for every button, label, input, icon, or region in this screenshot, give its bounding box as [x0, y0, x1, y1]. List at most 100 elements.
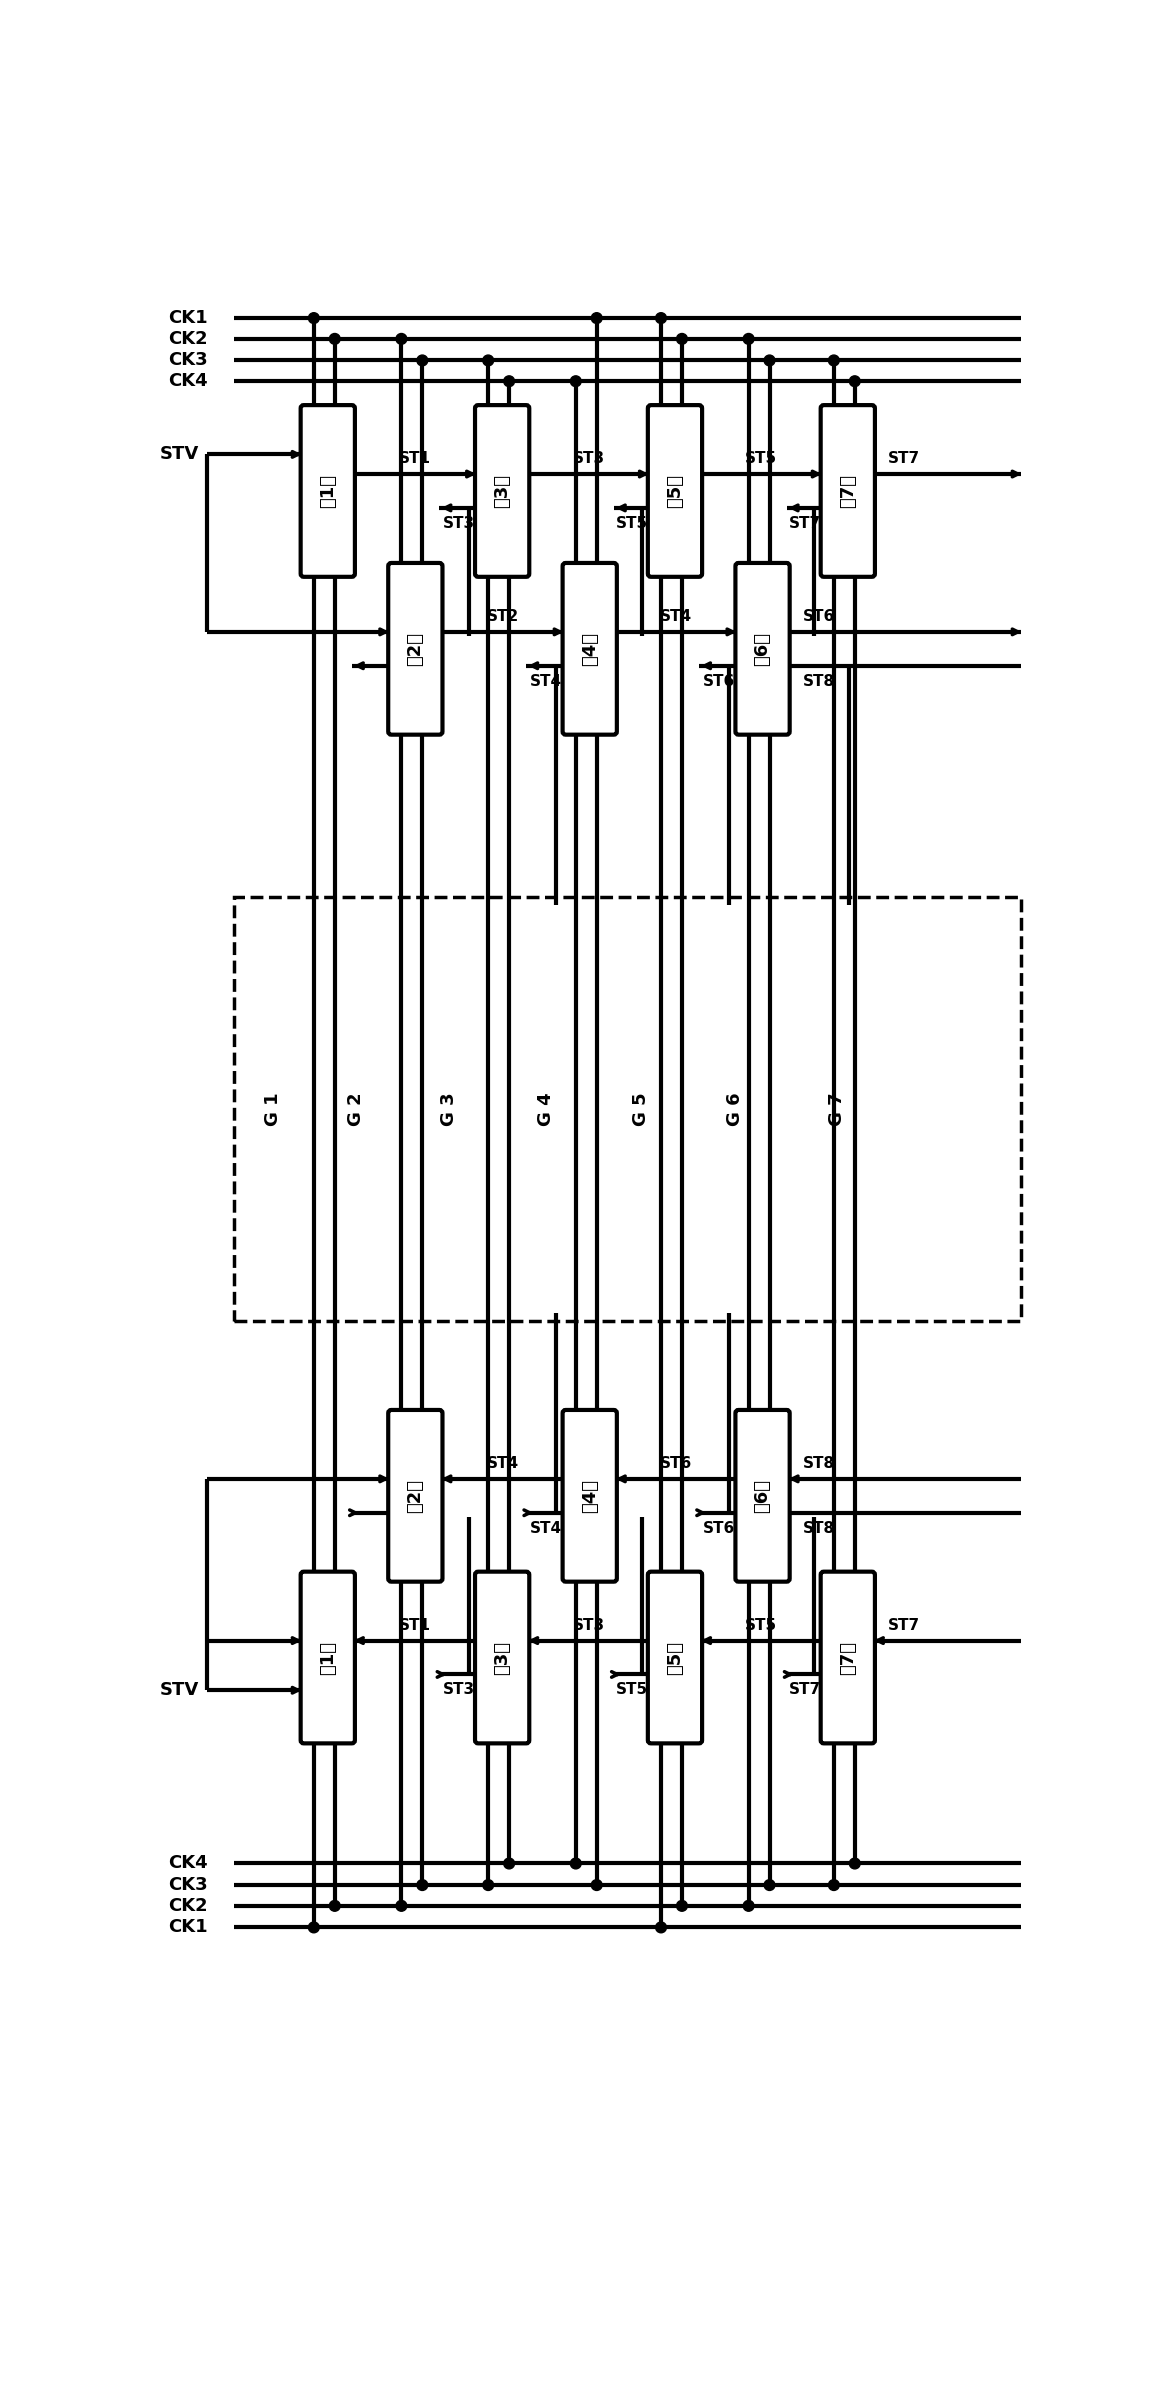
Circle shape — [764, 356, 775, 366]
FancyBboxPatch shape — [388, 1411, 443, 1581]
Text: 第5级: 第5级 — [666, 474, 684, 508]
FancyBboxPatch shape — [648, 1572, 702, 1743]
Text: G 6: G 6 — [727, 1093, 744, 1126]
Text: ST3: ST3 — [573, 450, 605, 467]
Circle shape — [308, 313, 319, 323]
FancyBboxPatch shape — [821, 404, 875, 578]
Circle shape — [591, 1880, 603, 1889]
Text: ST7: ST7 — [888, 450, 920, 467]
Circle shape — [677, 335, 687, 344]
Text: G 4: G 4 — [538, 1093, 555, 1126]
Circle shape — [850, 1858, 860, 1868]
Text: ST4: ST4 — [530, 1521, 562, 1536]
Circle shape — [850, 375, 860, 388]
Text: 第7级: 第7级 — [839, 1642, 857, 1675]
Text: 第2级: 第2级 — [407, 631, 424, 667]
Text: ST2: ST2 — [487, 609, 519, 623]
FancyBboxPatch shape — [562, 563, 617, 734]
Text: 第4级: 第4级 — [581, 631, 599, 667]
Text: CK2: CK2 — [168, 1897, 207, 1916]
Text: ST8: ST8 — [803, 674, 836, 688]
Circle shape — [417, 356, 428, 366]
Circle shape — [329, 335, 341, 344]
Text: G 2: G 2 — [347, 1093, 365, 1126]
Text: 第1级: 第1级 — [319, 474, 337, 508]
Circle shape — [570, 375, 581, 388]
Text: CK3: CK3 — [168, 351, 207, 368]
Circle shape — [396, 1902, 407, 1911]
Circle shape — [829, 356, 839, 366]
FancyBboxPatch shape — [475, 1572, 530, 1743]
Text: ST3: ST3 — [573, 1618, 605, 1632]
FancyBboxPatch shape — [821, 1572, 875, 1743]
Circle shape — [417, 1880, 428, 1889]
Circle shape — [591, 313, 603, 323]
Text: CK1: CK1 — [168, 1918, 207, 1935]
Text: 第6级: 第6级 — [753, 1478, 772, 1514]
Text: 第6级: 第6级 — [753, 631, 772, 667]
Text: 第1级: 第1级 — [319, 1642, 337, 1675]
Text: 第2级: 第2级 — [407, 1478, 424, 1514]
Bar — [234, 898, 1021, 1321]
Circle shape — [677, 1902, 687, 1911]
Text: STV: STV — [160, 445, 199, 465]
Text: 第3级: 第3级 — [493, 474, 511, 508]
Circle shape — [504, 375, 515, 388]
Text: CK2: CK2 — [168, 330, 207, 349]
Text: ST7: ST7 — [789, 1682, 822, 1697]
Circle shape — [656, 1923, 666, 1933]
Text: ST8: ST8 — [803, 1521, 836, 1536]
Text: 第7级: 第7级 — [839, 474, 857, 508]
Circle shape — [308, 1923, 319, 1933]
Text: ST7: ST7 — [789, 515, 822, 532]
Text: ST6: ST6 — [702, 674, 735, 688]
FancyBboxPatch shape — [475, 404, 530, 578]
Text: CK3: CK3 — [168, 1875, 207, 1894]
Text: ST5: ST5 — [617, 1682, 648, 1697]
Text: ST7: ST7 — [888, 1618, 920, 1632]
Text: ST5: ST5 — [617, 515, 648, 532]
FancyBboxPatch shape — [562, 1411, 617, 1581]
Text: 第4级: 第4级 — [581, 1478, 599, 1514]
Text: CK4: CK4 — [168, 1853, 207, 1873]
Text: CK4: CK4 — [168, 373, 207, 390]
Text: ST4: ST4 — [661, 609, 692, 623]
FancyBboxPatch shape — [736, 563, 789, 734]
Circle shape — [570, 1858, 581, 1868]
Circle shape — [743, 335, 755, 344]
Circle shape — [483, 356, 494, 366]
FancyBboxPatch shape — [300, 1572, 355, 1743]
Text: ST1: ST1 — [399, 450, 431, 467]
Text: 第3级: 第3级 — [493, 1642, 511, 1675]
FancyBboxPatch shape — [300, 404, 355, 578]
Text: ST6: ST6 — [659, 1456, 692, 1471]
FancyBboxPatch shape — [648, 404, 702, 578]
Text: G 3: G 3 — [439, 1093, 458, 1126]
Text: ST4: ST4 — [530, 674, 562, 688]
Text: G 7: G 7 — [828, 1093, 846, 1126]
Text: ST1: ST1 — [399, 1618, 431, 1632]
Circle shape — [504, 1858, 515, 1868]
Text: ST3: ST3 — [443, 515, 475, 532]
Circle shape — [329, 1902, 341, 1911]
Text: ST4: ST4 — [487, 1456, 518, 1471]
Text: G 1: G 1 — [264, 1093, 282, 1126]
FancyBboxPatch shape — [736, 1411, 789, 1581]
Text: G 5: G 5 — [632, 1093, 650, 1126]
Text: STV: STV — [160, 1680, 199, 1699]
Text: ST6: ST6 — [702, 1521, 735, 1536]
Text: 第5级: 第5级 — [666, 1642, 684, 1675]
Text: CK1: CK1 — [168, 308, 207, 327]
FancyBboxPatch shape — [388, 563, 443, 734]
Circle shape — [396, 335, 407, 344]
Circle shape — [656, 313, 666, 323]
Text: ST3: ST3 — [443, 1682, 475, 1697]
Circle shape — [483, 1880, 494, 1889]
Text: ST5: ST5 — [745, 1618, 778, 1632]
Text: ST6: ST6 — [803, 609, 836, 623]
Text: ST8: ST8 — [803, 1456, 836, 1471]
Text: ST5: ST5 — [745, 450, 778, 467]
Circle shape — [743, 1902, 755, 1911]
Circle shape — [764, 1880, 775, 1889]
Circle shape — [829, 1880, 839, 1889]
